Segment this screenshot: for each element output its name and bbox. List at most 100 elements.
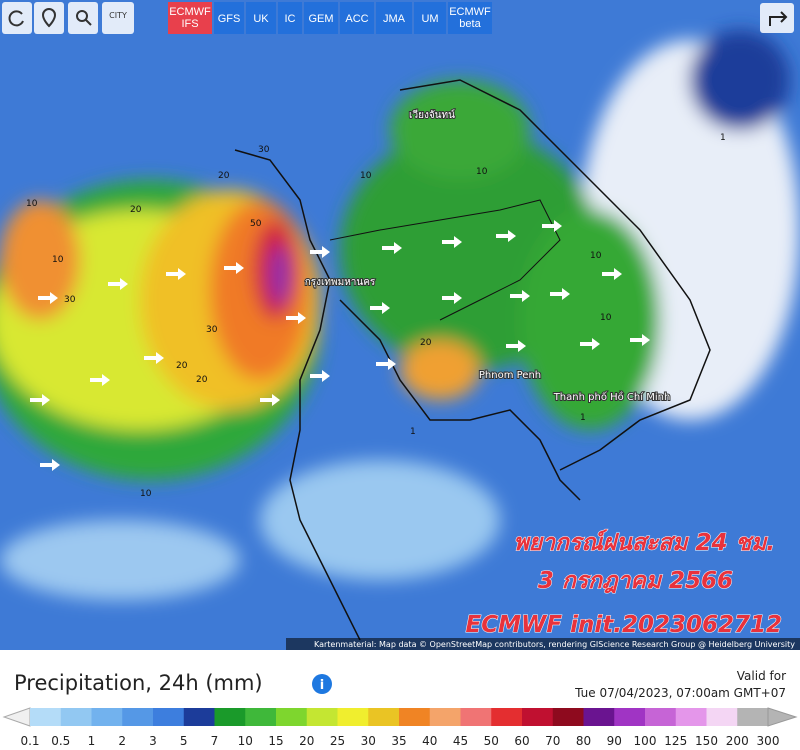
legend-title: Precipitation, 24h (mm) [14, 671, 263, 695]
wind-arrow [496, 230, 516, 242]
place-label: กรุงเทพมหานคร [305, 277, 376, 288]
scale-label: 50 [484, 734, 499, 748]
wind-arrow [580, 338, 600, 350]
zoom-button[interactable] [68, 2, 98, 34]
scale-label: 60 [514, 734, 529, 748]
scale-label: 125 [664, 734, 687, 748]
info-button[interactable] [312, 674, 332, 694]
scale-box [122, 708, 154, 726]
wind-arrow [550, 288, 570, 300]
legend: Precipitation, 24h (mm) i Valid for Tue … [2, 669, 798, 748]
model-button[interactable] [168, 2, 212, 34]
wind-arrow [630, 334, 650, 346]
model-button[interactable] [246, 2, 276, 34]
scale-label: 20 [299, 734, 314, 748]
scale-arrow-right [767, 707, 798, 727]
scale-box [460, 708, 492, 726]
scale-box [368, 708, 400, 726]
place-label: Thanh phố Hồ Chí Minh [553, 391, 671, 403]
forecast-caption: 3 กรกฎาคม 2566 [538, 568, 733, 594]
map[interactable]: Phnom Penh Thanh phố Hồ Chí Minh กรุงเทพมห… [0, 0, 800, 650]
contour-label: 1 [410, 427, 416, 437]
wind-arrow [602, 268, 622, 280]
model-button[interactable] [448, 2, 492, 34]
contour-label: 20 [130, 205, 142, 215]
contour-label: 30 [206, 325, 218, 335]
model-button[interactable] [278, 2, 302, 34]
scale-label: 7 [211, 734, 219, 748]
wind-arrow [510, 290, 530, 302]
model-button[interactable] [376, 2, 412, 34]
location-button[interactable] [34, 2, 64, 34]
scale-box [91, 708, 123, 726]
scale-label: 3 [149, 734, 157, 748]
wind-arrow [108, 278, 128, 290]
contour-label: 20 [218, 171, 230, 181]
model-button[interactable] [304, 2, 338, 34]
contour-label: 10 [476, 167, 488, 177]
wind-arrow [310, 246, 330, 258]
wind-arrow [166, 268, 186, 280]
model-button[interactable] [340, 2, 374, 34]
contour-label: 20 [196, 375, 208, 385]
scale-label: 100 [634, 734, 657, 748]
scale-box [60, 708, 92, 726]
wind-arrow [144, 352, 164, 364]
model-label: IC [285, 13, 296, 25]
wind-arrow [442, 292, 462, 304]
scale-label: 0.1 [20, 734, 39, 748]
wind-arrow [382, 242, 402, 254]
contour-label: 50 [250, 219, 262, 229]
contour-label: 10 [600, 313, 612, 323]
contour-label: 20 [420, 338, 432, 348]
wind-arrow [310, 370, 330, 382]
scale-box [552, 708, 584, 726]
scale-box [583, 708, 615, 726]
city-label: CITY [109, 11, 127, 20]
city-button[interactable] [102, 2, 134, 34]
contour-label: 10 [140, 489, 152, 499]
scale-box [153, 708, 185, 726]
model-button[interactable] [414, 2, 446, 34]
model-button[interactable] [214, 2, 244, 34]
scale-label: 30 [361, 734, 376, 748]
forecast-caption: พยากรณ์ฝนสะสม 24 ชม. [514, 529, 776, 556]
model-label: GFS [218, 13, 241, 25]
contour-label: 10 [590, 251, 602, 261]
contour-label: 10 [26, 199, 38, 209]
scale-box [614, 708, 646, 726]
scale-box [276, 708, 308, 726]
scale-box [706, 708, 738, 726]
wind-arrow [286, 312, 306, 324]
contour-label: 20 [176, 361, 188, 371]
scale-box [183, 708, 215, 726]
wind-arrow [370, 302, 390, 314]
scale-label: 45 [453, 734, 468, 748]
scale-arrow-left [2, 707, 31, 727]
scale-label: 35 [391, 734, 406, 748]
scale-box [491, 708, 523, 726]
place-label: Phnom Penh [479, 370, 541, 381]
scale-label: 40 [422, 734, 437, 748]
scale-label: 15 [268, 734, 283, 748]
scale-box [737, 708, 769, 726]
refresh-button[interactable] [2, 2, 32, 34]
contour-label: 30 [64, 295, 76, 305]
wind-arrow [260, 394, 280, 406]
attribution: Kartenmaterial: Map data © OpenStreetMap… [314, 640, 795, 649]
scale-label: 1 [88, 734, 96, 748]
wind-arrow [90, 374, 110, 386]
model-label: ECMWF [169, 6, 211, 18]
wind-arrow [442, 236, 462, 248]
svg-text:i: i [320, 678, 324, 693]
wind-arrow [30, 394, 50, 406]
model-label: UK [253, 13, 269, 25]
scale-box [399, 708, 431, 726]
model-sub: IFS [181, 18, 198, 30]
place-label: เวียงจันทน์ [409, 109, 455, 121]
scale-box [675, 708, 707, 726]
scale-box [30, 708, 62, 726]
